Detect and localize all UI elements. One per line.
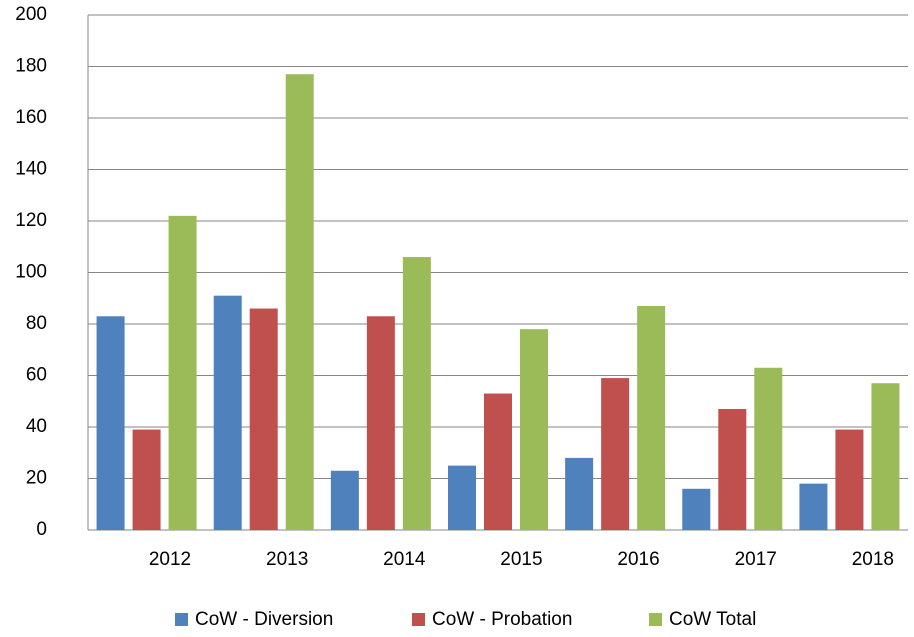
bar (402, 257, 431, 530)
x-tick-label: 2016 (617, 549, 659, 570)
y-tick-label: 20 (26, 468, 47, 489)
legend-label: CoW - Probation (432, 609, 572, 630)
bar (682, 488, 711, 530)
legend-swatch (175, 613, 188, 626)
y-tick-label: 120 (15, 210, 47, 231)
x-tick-label: 2017 (735, 549, 777, 570)
y-tick-label: 200 (15, 4, 47, 25)
y-tick-label: 60 (26, 365, 47, 386)
legend-swatch (649, 613, 662, 626)
y-tick-label: 140 (15, 159, 47, 180)
x-tick-label: 2018 (852, 549, 894, 570)
bar (484, 393, 512, 530)
legend-label: CoW - Diversion (195, 609, 333, 630)
bar (799, 483, 828, 530)
bar (835, 429, 864, 530)
x-tick-label: 2015 (500, 549, 542, 570)
legend-label: CoW Total (669, 609, 756, 630)
bar (330, 470, 359, 530)
bar (565, 457, 594, 530)
x-tick-label: 2013 (266, 549, 308, 570)
y-tick-label: 80 (26, 313, 47, 334)
bar (132, 429, 161, 530)
bar (96, 316, 125, 530)
bar (520, 329, 548, 530)
x-tick-label: 2014 (383, 549, 426, 570)
bar (213, 295, 242, 530)
bar (871, 383, 900, 530)
y-tick-label: 100 (15, 262, 47, 283)
y-tick-label: 160 (15, 107, 47, 128)
bar (168, 215, 197, 530)
bar (637, 305, 666, 530)
x-tick-label: 2012 (149, 549, 191, 570)
legend-swatch (412, 613, 425, 626)
bar (366, 316, 395, 530)
bar (601, 378, 630, 530)
bar (718, 408, 747, 530)
bar (249, 308, 278, 530)
y-tick-label: 180 (15, 56, 47, 77)
y-tick-label: 0 (36, 519, 47, 540)
bar (448, 465, 476, 530)
y-tick-label: 40 (26, 416, 47, 437)
bar (754, 367, 783, 530)
bar (285, 74, 314, 530)
